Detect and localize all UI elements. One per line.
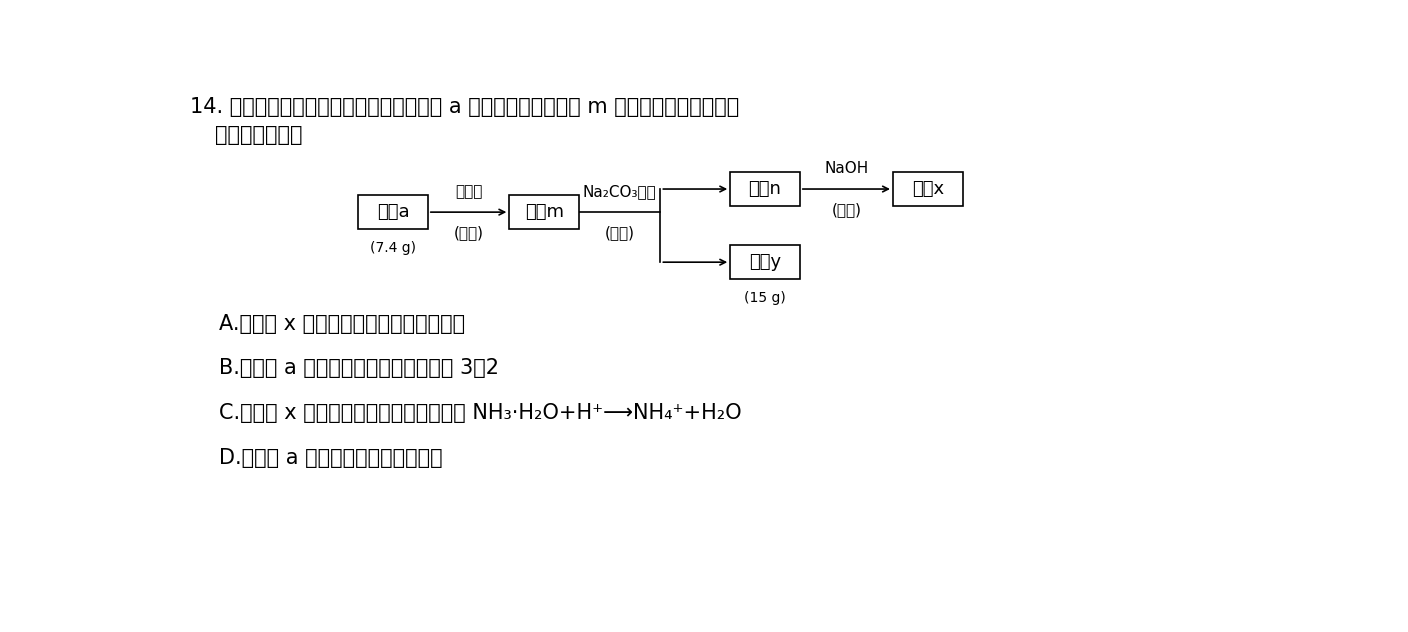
Text: 溶液m: 溶液m xyxy=(525,203,563,221)
Text: 固体a: 固体a xyxy=(377,203,410,221)
Text: (7.4 g): (7.4 g) xyxy=(370,241,415,255)
Text: Na₂CO₃溶液: Na₂CO₃溶液 xyxy=(583,184,656,199)
Text: 14. 某化学小组对由两种元素组成的化合物 a 进行如图实验，溶液 m 焉色试验为砖红色。下: 14. 某化学小组对由两种元素组成的化合物 a 进行如图实验，溶液 m 焉色试验… xyxy=(190,97,739,117)
Text: (足量): (足量) xyxy=(604,225,635,240)
Text: 溶液n: 溶液n xyxy=(749,180,781,198)
Text: 稀盐酸: 稀盐酸 xyxy=(455,184,483,199)
Text: 列说法正确的是: 列说法正确的是 xyxy=(215,125,303,145)
FancyBboxPatch shape xyxy=(731,245,800,279)
Text: (加热): (加热) xyxy=(831,202,862,217)
Text: D.　固体 a 与稀盐酸反应生成两种盐: D. 固体 a 与稀盐酸反应生成两种盐 xyxy=(218,447,442,468)
FancyBboxPatch shape xyxy=(893,172,963,206)
Text: (足量): (足量) xyxy=(453,225,483,240)
Text: (15 g): (15 g) xyxy=(743,291,786,305)
Text: C.　气体 x 与稀盐酸反应的离子方程式为 NH₃·H₂O+H⁺⟶NH₄⁺+H₂O: C. 气体 x 与稀盐酸反应的离子方程式为 NH₃·H₂O+H⁺⟶NH₄⁺+H₂… xyxy=(218,403,741,423)
FancyBboxPatch shape xyxy=(731,172,800,206)
Text: 沉淠y: 沉淠y xyxy=(749,253,781,271)
FancyBboxPatch shape xyxy=(510,195,579,229)
FancyBboxPatch shape xyxy=(358,195,428,229)
Text: A.　气体 x 能使湿润的蓝色石蕊试纸变红: A. 气体 x 能使湿润的蓝色石蕊试纸变红 xyxy=(218,313,465,334)
Text: 气体x: 气体x xyxy=(912,180,943,198)
Text: NaOH: NaOH xyxy=(824,161,869,176)
Text: B.　固体 a 中阴、阳离子的数目之比为 3：2: B. 固体 a 中阴、阳离子的数目之比为 3：2 xyxy=(218,358,498,379)
